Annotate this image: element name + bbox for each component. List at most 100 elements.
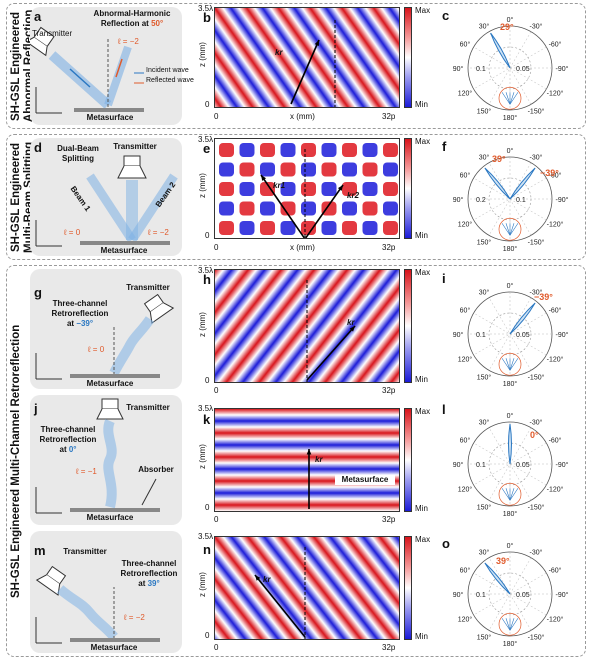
schematic-g-drawing (35, 293, 175, 380)
section-label-3: SH-GSL Engineered Multi-Channel Retroref… (10, 324, 22, 598)
panel-d-ell2: ℓ = −2 (148, 228, 169, 237)
standing-wave-cell (342, 221, 357, 235)
standing-wave-cell (321, 201, 337, 216)
panel-letter-h: h (203, 272, 211, 287)
panel-letter-g: g (34, 285, 42, 300)
polar-minor-lobe (509, 618, 519, 631)
polar-zoom-circle (498, 217, 522, 241)
standing-wave-cell (260, 162, 275, 177)
panel-letter-f: f (442, 139, 447, 154)
legend-reflected: Reflected wave (146, 77, 194, 84)
polar-angle-label: -60° (549, 172, 562, 180)
polar-angle-label: -60° (549, 437, 562, 445)
standing-wave-cell (383, 143, 398, 157)
field-map-k-waves (215, 409, 399, 511)
polar-angle-label: 150° (477, 373, 492, 381)
polar-angle-label: 30° (479, 419, 490, 427)
panel-j-title: Three-channel Retroreflection at 0° (39, 425, 97, 454)
polar-radial-label: 0.2 (476, 197, 486, 204)
polar-l: 0° 30° -30° 60° -60° 90° -90° 120° -120° 150° -150… (448, 410, 582, 523)
axis-b-xstart: 0 (214, 112, 219, 121)
polar-angle-label: -120° (547, 221, 564, 229)
axis-b-zlabel: z (mm) (197, 42, 207, 67)
axis-n-ztop: 3.5λ (198, 532, 214, 541)
polar-angle-label: -90° (556, 461, 569, 469)
polar-minor-lobe (509, 92, 515, 105)
polar-angle-label: -120° (547, 486, 564, 494)
polar-angle-label: 30° (479, 289, 490, 297)
axis-h-xstart: 0 (214, 386, 219, 395)
colorbar-b-min: Min (415, 100, 428, 109)
standing-wave-cell (219, 221, 234, 235)
panel-a-transmitter: Transmitter (32, 29, 73, 38)
polar-angle-label: -150° (528, 633, 545, 641)
k-vector-b (290, 39, 320, 105)
standing-wave-cell (260, 143, 275, 157)
standing-wave-cell (321, 182, 337, 196)
polar-i-angle: −39° (534, 292, 553, 302)
polar-main-lobe (490, 32, 511, 69)
standing-wave-cell (239, 162, 255, 177)
polar-zoom-circle (498, 482, 522, 506)
schematic-j: j Three-channel Retroreflection at 0° Tra… (30, 395, 182, 525)
axis-h-zero: 0 (205, 376, 210, 385)
axis-k-ztop: 3.5λ (198, 404, 214, 413)
polar-o: 0° 30° -30° 60° -60° 90° -90° 120° -120° 150° -150… (448, 540, 582, 653)
standing-wave-cell (301, 182, 316, 196)
panel-letter-i: i (442, 271, 446, 286)
wave-fill (215, 409, 399, 511)
polar-radial-label: 0.1 (476, 592, 486, 599)
polar-angle-label: 90° (453, 331, 464, 339)
polar-angle-label: 90° (453, 461, 464, 469)
panel-e-k1: kr1 (273, 181, 286, 190)
axis-e-xstart: 0 (214, 243, 219, 252)
standing-wave-cell (342, 201, 357, 216)
axis-h-ztop: 3.5λ (198, 266, 214, 275)
polar-angle-label: 180° (503, 380, 518, 388)
panel-letter-l: l (442, 402, 446, 417)
polar-angle-label: 90° (453, 65, 464, 73)
polar-minor-lobe (501, 92, 511, 105)
polar-angle-label: 120° (458, 356, 473, 364)
wave-fill (215, 8, 399, 107)
standing-wave-cell (219, 143, 234, 157)
panel-letter-e: e (203, 141, 211, 156)
schematic-g: g Three-channel Retroreflection at −39° T… (30, 269, 182, 389)
polar-angle-label: -120° (547, 90, 564, 98)
panel-m-metasurface: Metasurface (90, 643, 138, 652)
polar-radial-label: 0.05 (516, 66, 530, 73)
polar-main-lobe (484, 562, 511, 595)
polar-angle-label: 60° (460, 567, 471, 575)
polar-angle-label: 60° (460, 437, 471, 445)
panel-a-metasurface: Metasurface (86, 113, 134, 122)
colorbar-k-max: Max (415, 407, 431, 416)
polar-minor-lobe (501, 223, 511, 236)
standing-wave-cell (362, 201, 378, 216)
polar-minor-lobe (501, 618, 511, 631)
polar-l-angle: 0° (530, 430, 539, 440)
polar-radial-label: 0.05 (516, 332, 530, 339)
polar-minor-lobe (509, 488, 519, 501)
axis-b-xlabel: x (mm) (290, 112, 315, 121)
polar-angle-label: 150° (477, 238, 492, 246)
panel-m-transmitter: Transmitter (63, 547, 107, 556)
panel-h-k: kr (347, 318, 355, 327)
schematic-d-drawing (35, 155, 178, 247)
axis-b-xend: 32p (382, 112, 396, 121)
standing-wave-cell (383, 201, 398, 216)
polar-minor-lobe (501, 488, 511, 501)
polar-minor-lobe (505, 92, 511, 105)
panel-j-ell: ℓ = −1 (76, 467, 97, 476)
axis-n-xstart: 0 (214, 643, 219, 652)
standing-wave-cell (219, 182, 234, 196)
polar-angle-label: -60° (549, 567, 562, 575)
standing-wave-cell (219, 201, 234, 216)
axis-h-xend: 32p (382, 386, 396, 395)
field-map-n: kr (214, 536, 400, 640)
polar-angle-label: -30° (530, 154, 543, 162)
schematic-a: a Abnormal-Harmonic Reflection at 50° Tr… (25, 7, 194, 125)
panel-letter-j: j (34, 401, 38, 416)
k-vector-e2 (304, 184, 344, 238)
panel-letter-b: b (203, 10, 211, 25)
polar-minor-lobe (505, 358, 511, 371)
